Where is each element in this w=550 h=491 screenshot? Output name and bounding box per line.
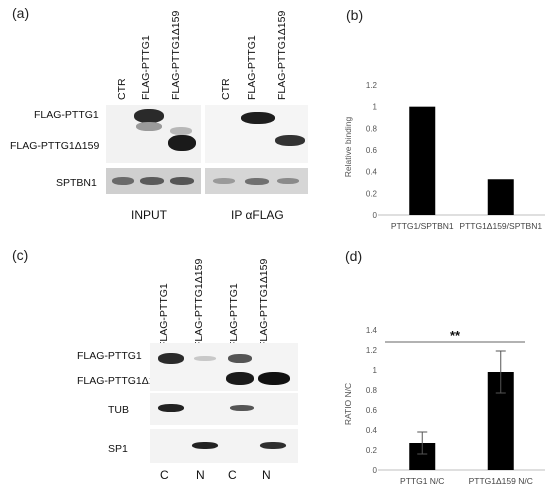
lane-label-c-pttg1-1: FLAG-PTTG1: [158, 283, 170, 348]
lane-label-ip-ctr: CTR: [220, 78, 232, 100]
panel-d-letter: (d): [345, 248, 363, 264]
lane-label-ip-delta: FLAG-PTTG1Δ159: [276, 10, 288, 100]
d-y-tick-2: 0.4: [366, 426, 378, 435]
b-category-label-0: PTTG1/SPTBN1: [391, 221, 454, 231]
fraction-n-1: N: [196, 468, 205, 482]
chart-b-ylabel: Relative binding: [343, 116, 353, 177]
d-y-tick-7: 1.4: [366, 326, 378, 335]
b-y-tick-0: 0: [373, 211, 378, 220]
blot-input-sptbn1: [106, 168, 201, 194]
band-label-sptbn1: SPTBN1: [56, 177, 97, 189]
fraction-n-2: N: [262, 468, 271, 482]
band-label-c-sp1: SP1: [108, 443, 128, 455]
blot-ip-sptbn1: [205, 168, 308, 194]
b-y-tick-2: 0.4: [366, 168, 378, 177]
lane-label-input-pttg1: FLAG-PTTG1: [140, 35, 152, 100]
lane-label-ip-pttg1: FLAG-PTTG1: [246, 35, 258, 100]
d-category-label-0: PTTG1 N/C: [400, 476, 444, 486]
d-error-bar-1: [495, 350, 506, 394]
blot-input-flag: [106, 105, 201, 163]
band-label-flag-pttg1: FLAG-PTTG1: [34, 109, 99, 121]
panel-c-letter: (c): [12, 247, 29, 263]
b-y-tick-3: 0.6: [366, 146, 378, 155]
b-y-tick-1: 0.2: [366, 189, 378, 198]
chart-d: RATIO N/C 0 0.2 0.4 0.6 0.8 1 1.2 1.4 PTTG1 N/C…: [343, 326, 545, 486]
chart-b: Relative binding 0 0.2 0.4 0.6 0.8 1 1.2 PTTG1…: [343, 81, 545, 231]
band-label-c-flag-delta: FLAG-PTTG1Δ159: [77, 375, 167, 387]
significance-annotation: **: [450, 328, 461, 343]
band-label-c-flag-pttg1: FLAG-PTTG1: [77, 350, 142, 362]
caption-ip-flag: IP αFLAG: [231, 208, 284, 222]
d-y-tick-6: 1.2: [366, 346, 378, 355]
d-y-tick-0: 0: [373, 466, 378, 475]
lane-label-input-ctr: CTR: [116, 78, 128, 100]
d-category-label-1: PTTG1Δ159 N/C: [469, 476, 533, 486]
lane-label-c-delta-1: FLAG-PTTG1Δ159: [193, 258, 205, 348]
band-label-flag-delta: FLAG-PTTG1Δ159: [10, 140, 100, 152]
d-y-tick-3: 0.6: [366, 406, 378, 415]
d-y-tick-1: 0.2: [366, 446, 378, 455]
d-y-tick-5: 1: [373, 366, 378, 375]
fraction-c-2: C: [228, 468, 237, 482]
blot-c-sp1: [150, 429, 298, 463]
chart-d-ylabel: RATIO N/C: [343, 383, 353, 425]
b-bar-0: [409, 106, 436, 215]
blot-c-flag: [150, 343, 298, 391]
lane-label-c-pttg1-2: FLAG-PTTG1: [228, 283, 240, 348]
b-y-tick-6: 1.2: [366, 81, 378, 90]
b-y-tick-4: 0.8: [366, 124, 378, 133]
b-category-label-1: PTTG1Δ159/SPTBN1: [459, 221, 542, 231]
caption-input: INPUT: [131, 208, 167, 222]
lane-label-input-delta: FLAG-PTTG1Δ159: [170, 10, 182, 100]
b-y-tick-5: 1: [373, 103, 378, 112]
b-bar-1: [487, 179, 514, 215]
blot-ip-flag: [205, 105, 308, 163]
d-y-tick-4: 0.8: [366, 386, 378, 395]
panel-b-letter: (b): [346, 7, 364, 23]
panel-a-letter: (a): [12, 5, 30, 21]
lane-label-c-delta-2: FLAG-PTTG1Δ159: [258, 258, 270, 348]
d-error-bar-0: [417, 431, 428, 455]
blot-c-tub: [150, 393, 298, 425]
fraction-c-1: C: [160, 468, 169, 482]
band-label-c-tub: TUB: [108, 404, 129, 416]
